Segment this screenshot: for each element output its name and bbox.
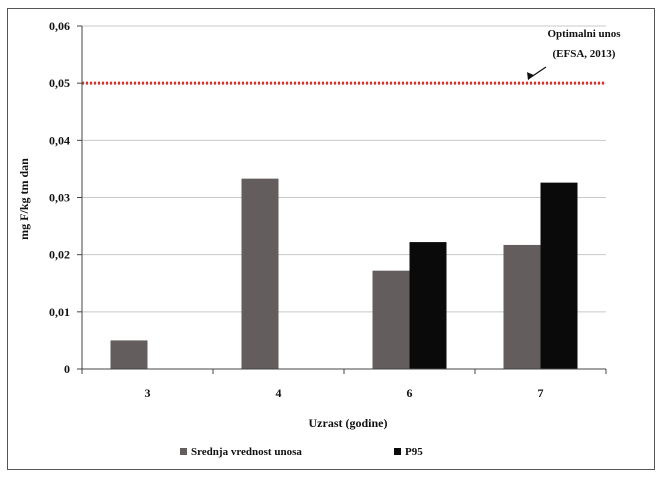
y-tick-label: 0 — [64, 362, 70, 376]
legend-swatch — [394, 448, 401, 455]
legend-swatch — [180, 448, 187, 455]
bar-mean-4 — [241, 178, 279, 369]
chart: 0 0,01 0,02 0,03 0,04 0,05 0,06 3 4 6 7 mg F/kg t… — [17, 19, 621, 458]
x-tick-labels: 3 4 6 7 — [145, 386, 544, 400]
bar-mean-7 — [503, 244, 541, 369]
x-tick-label: 4 — [276, 386, 282, 400]
x-axis-label: Uzrast (godine) — [309, 416, 388, 430]
legend-label: Srednja vrednost unosa — [191, 446, 302, 458]
reference-annotation-line: Optimalni unos — [547, 28, 621, 40]
y-tick-label: 0,03 — [49, 191, 70, 205]
bars — [110, 178, 578, 369]
legend-label: P95 — [405, 446, 423, 458]
bar-mean-3 — [110, 340, 148, 369]
y-axis-label: mg F/kg tm dan — [17, 158, 31, 240]
reference-annotation: Optimalni unos (EFSA, 2013) — [527, 28, 621, 81]
x-tick-label: 3 — [145, 386, 151, 400]
reference-annotation-line: (EFSA, 2013) — [553, 48, 616, 60]
y-tick-label: 0,02 — [49, 248, 70, 262]
bar-p95-7 — [540, 182, 578, 369]
bar-p95-6 — [409, 242, 447, 369]
chart-frame: 0 0,01 0,02 0,03 0,04 0,05 0,06 3 4 6 7 mg F/kg t… — [7, 8, 655, 470]
y-tick-label: 0,04 — [49, 133, 70, 147]
bar-mean-6 — [372, 270, 410, 369]
y-tick-label: 0,01 — [49, 305, 70, 319]
y-tick-label: 0,05 — [49, 76, 70, 90]
legend: Srednja vrednost unosa P95 — [180, 446, 423, 458]
annotation-arrow-head — [527, 72, 534, 81]
x-tick-label: 6 — [407, 386, 413, 400]
axes — [77, 25, 607, 374]
x-tick-label: 7 — [538, 386, 544, 400]
y-tick-label: 0,06 — [49, 19, 70, 33]
y-tick-labels: 0 0,01 0,02 0,03 0,04 0,05 0,06 — [49, 19, 70, 376]
